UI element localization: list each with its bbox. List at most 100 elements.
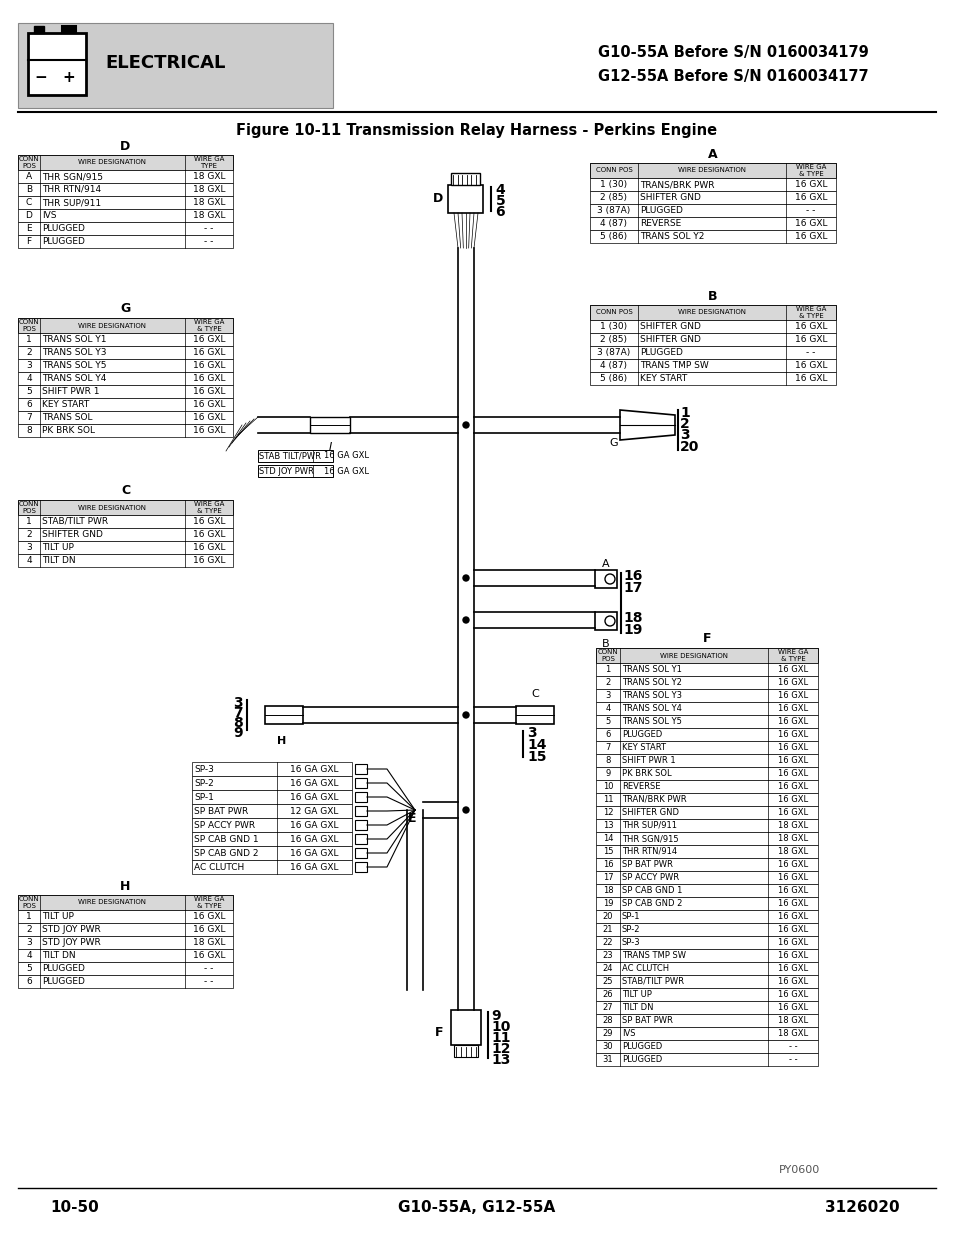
Bar	[18, 235, 233, 248]
Text: SP-3: SP-3	[621, 939, 640, 947]
Bar	[596, 974, 817, 988]
Bar	[595, 613, 617, 630]
Text: SHIFT PWR 1: SHIFT PWR 1	[621, 756, 675, 764]
Text: TRANS SOL Y5: TRANS SOL Y5	[42, 361, 107, 370]
Text: 3: 3	[26, 361, 31, 370]
Text: 18 GXL: 18 GXL	[193, 211, 225, 220]
Text: D: D	[433, 193, 443, 205]
Text: 16 GXL: 16 GXL	[193, 925, 225, 934]
Text: 10: 10	[602, 782, 613, 790]
Bar	[596, 806, 817, 819]
Bar	[62, 26, 76, 33]
Text: 7: 7	[26, 412, 31, 422]
Bar	[18, 500, 233, 515]
Text: TRANS/BRK PWR: TRANS/BRK PWR	[639, 180, 714, 189]
Text: TILT DN: TILT DN	[621, 1003, 653, 1011]
Text: TRANS TMP SW: TRANS TMP SW	[621, 951, 685, 960]
Text: SP ACCY PWR: SP ACCY PWR	[193, 820, 254, 830]
Text: 14: 14	[526, 739, 546, 752]
Bar	[596, 648, 817, 663]
Text: E: E	[26, 224, 31, 233]
Text: 16 GXL: 16 GXL	[193, 556, 225, 564]
Text: 6: 6	[26, 400, 31, 409]
Bar	[355, 778, 367, 788]
Text: C: C	[121, 484, 130, 498]
Text: KEY START: KEY START	[621, 743, 665, 752]
Bar	[18, 385, 233, 398]
Text: TRANS SOL Y2: TRANS SOL Y2	[639, 232, 703, 241]
Text: 18: 18	[602, 885, 613, 895]
Text: 9: 9	[605, 769, 610, 778]
Text: WIRE DESIGNATION: WIRE DESIGNATION	[678, 168, 745, 173]
Bar	[355, 862, 367, 872]
Text: THR SUP/911: THR SUP/911	[621, 821, 677, 830]
Text: 16 GXL: 16 GXL	[777, 899, 807, 908]
Text: 16 GA GXL: 16 GA GXL	[290, 764, 338, 773]
Text: 18 GXL: 18 GXL	[193, 185, 225, 194]
Text: 16 GXL: 16 GXL	[777, 939, 807, 947]
Bar	[18, 183, 233, 196]
Text: SP-2: SP-2	[193, 778, 213, 788]
Text: 16 GXL: 16 GXL	[777, 873, 807, 882]
Text: 6: 6	[26, 977, 31, 986]
Text: 16: 16	[602, 860, 613, 869]
Text: 4: 4	[495, 183, 505, 198]
Text: 4: 4	[26, 374, 31, 383]
Bar	[596, 858, 817, 871]
Text: TRAN/BRK PWR: TRAN/BRK PWR	[621, 795, 686, 804]
Bar	[596, 1053, 817, 1066]
Text: - -: - -	[204, 965, 213, 973]
Text: 16 GXL: 16 GXL	[193, 387, 225, 396]
Text: CONN
POS: CONN POS	[19, 156, 39, 169]
Text: 13: 13	[602, 821, 613, 830]
Text: PLUGGED: PLUGGED	[42, 977, 85, 986]
Text: - -: - -	[204, 977, 213, 986]
Text: - -: - -	[805, 206, 815, 215]
Bar	[596, 715, 817, 727]
Bar	[355, 764, 367, 774]
Text: - -: - -	[204, 237, 213, 246]
Text: 8: 8	[26, 426, 31, 435]
Text: CONN
POS: CONN POS	[19, 319, 39, 332]
Text: H: H	[120, 879, 131, 893]
Bar	[18, 156, 233, 170]
Text: - -: - -	[788, 1042, 797, 1051]
Text: WIRE DESIGNATION: WIRE DESIGNATION	[78, 505, 147, 510]
Text: 11: 11	[491, 1031, 510, 1045]
Text: 1: 1	[26, 517, 31, 526]
Bar	[596, 819, 817, 832]
Text: 5: 5	[26, 965, 31, 973]
Text: 18 GXL: 18 GXL	[777, 1029, 807, 1037]
Text: 8: 8	[604, 756, 610, 764]
Text: 29: 29	[602, 1029, 613, 1037]
Text: 18 GXL: 18 GXL	[777, 834, 807, 844]
Text: 16 GXL: 16 GXL	[777, 911, 807, 921]
Bar	[596, 701, 817, 715]
Bar	[192, 860, 352, 874]
Text: TILT DN: TILT DN	[42, 556, 75, 564]
Bar	[589, 178, 835, 191]
Text: A: A	[601, 559, 609, 569]
Bar	[257, 466, 333, 477]
Text: WIRE GA
& TYPE: WIRE GA & TYPE	[193, 319, 224, 332]
Text: TRANS TMP SW: TRANS TMP SW	[639, 361, 708, 370]
Text: TILT UP: TILT UP	[42, 911, 73, 921]
Text: 17: 17	[602, 873, 613, 882]
Text: 6: 6	[495, 205, 504, 219]
Text: PK BRK SOL: PK BRK SOL	[621, 769, 671, 778]
Text: 3: 3	[233, 697, 243, 710]
Bar	[355, 806, 367, 816]
Text: 16 GXL: 16 GXL	[777, 885, 807, 895]
Text: 1: 1	[679, 406, 689, 420]
Text: 16 GXL: 16 GXL	[777, 808, 807, 818]
Text: REVERSE: REVERSE	[639, 219, 680, 228]
Text: 4: 4	[26, 951, 31, 960]
Bar	[596, 781, 817, 793]
Text: −: −	[34, 70, 48, 85]
Text: A: A	[707, 147, 717, 161]
Text: AC CLUTCH: AC CLUTCH	[621, 965, 668, 973]
Bar	[18, 974, 233, 988]
Bar	[596, 689, 817, 701]
Text: 5: 5	[605, 718, 610, 726]
Text: 14: 14	[602, 834, 613, 844]
